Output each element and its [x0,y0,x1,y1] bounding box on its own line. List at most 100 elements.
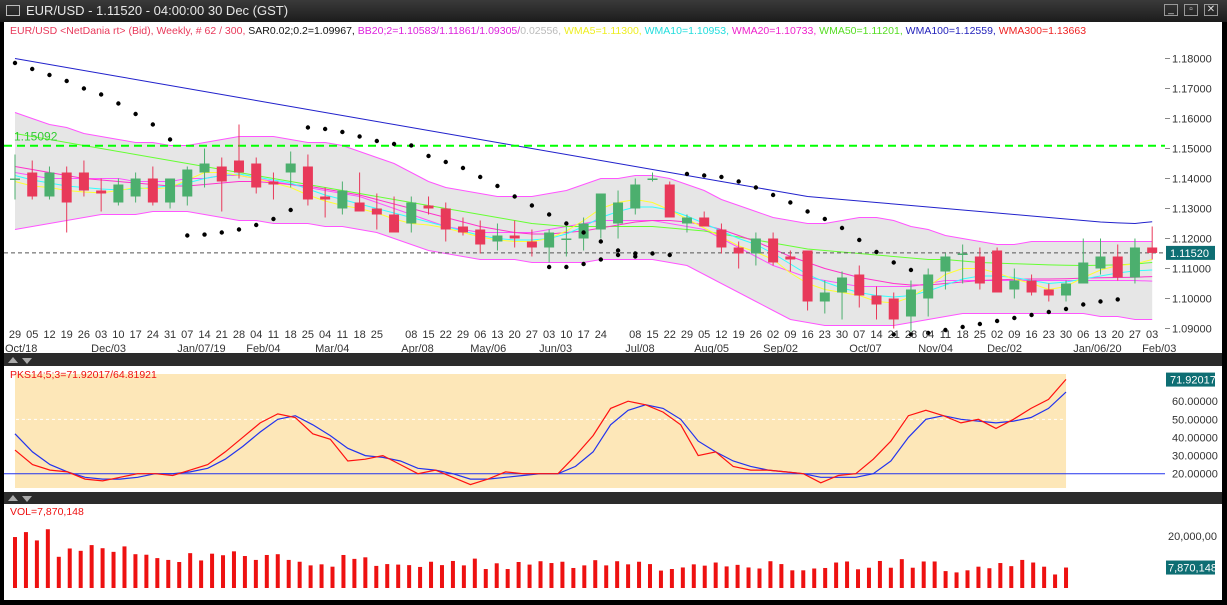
header-segment: BB20;2=1.10583/ [358,25,440,37]
sar-dot [98,92,104,97]
x-day-label: 11 [268,329,279,341]
x-month-label: May/06 [470,343,506,355]
candle-body [699,217,710,227]
candle-body [1061,283,1072,296]
sar-dot [736,179,741,184]
volume-bar [330,566,335,588]
candle-body [44,172,55,197]
volume-bar [626,564,631,588]
volume-bar [516,562,521,588]
x-day-label: 14 [870,329,882,341]
sar-dot [409,143,414,148]
volume-bar [429,561,434,588]
title-bar[interactable]: EUR/USD - 1.11520 - 04:00:00 30 Dec (GST… [0,0,1227,22]
collapse-up-icon[interactable] [8,357,18,363]
x-day-label: 06 [1077,329,1089,341]
restore-icon[interactable]: ▫ [1184,4,1198,16]
sar-dot [891,332,896,337]
volume-bar [56,556,61,588]
x-day-label: 23 [1043,329,1055,341]
close-icon[interactable]: ✕ [1204,4,1218,16]
sar-dot [81,86,87,91]
volume-bar [352,558,357,588]
volume-bar [1064,567,1069,588]
sar-dot [753,185,759,190]
candle-body [509,235,520,239]
sar-dot [667,252,672,258]
x-day-label: 21 [216,329,228,341]
sar-dot [150,122,156,127]
x-day-label: 11 [337,329,348,341]
volume-bar [67,548,72,588]
sar-dot [977,321,983,327]
sar-dot [1012,315,1017,321]
sar-dot [47,72,52,78]
sar-dot [598,239,604,244]
volume-bar [932,561,937,588]
volume-bar [845,561,850,588]
header-segment: 1.11861/1.09305/ [439,25,520,37]
volume-bar [199,560,204,588]
sar-dot [788,200,793,205]
sar-dot [271,216,276,222]
volume-bar [461,565,466,588]
sar-dot [254,222,259,228]
volume-bar [89,545,94,588]
volume-bar [1031,562,1036,588]
sar-dot [12,60,18,66]
candle-body [78,172,89,191]
volume-bar [637,561,642,588]
candle-body [10,178,20,180]
x-day-label: 05 [698,329,710,341]
sar-dot [495,183,500,189]
x-day-label: 03 [1146,329,1158,341]
volume-bar [133,554,138,588]
x-day-label: 07 [853,329,865,341]
x-month-label: Apr/08 [401,343,433,355]
sar-dot [1115,297,1120,302]
x-day-label: 14 [198,329,210,341]
candle-body [251,163,262,188]
volume-bar [363,557,368,588]
sar-dot [564,264,569,270]
panel-splitter[interactable] [4,492,1222,504]
sar-dot [340,129,345,135]
candle-body [526,241,537,248]
candle-body [457,226,468,233]
candle-body [630,184,641,209]
volume-bar [724,566,729,588]
sar-dot [236,227,242,232]
candle-body [785,256,796,260]
expand-down-icon[interactable] [22,496,32,502]
stoch-y-tick-label: 50.00000 [1172,414,1218,426]
x-day-label: 09 [1008,329,1020,341]
volume-bar [166,559,171,588]
sar-dot [719,174,724,180]
volume-bar [888,567,893,588]
candle-body [302,166,313,200]
sar-dot [684,171,690,177]
minimize-icon[interactable]: _ [1164,4,1178,16]
x-day-label: 04 [319,329,331,341]
x-month-label: Aug/05 [694,343,729,355]
x-day-label: 20 [1112,329,1124,341]
sar-dot [994,318,1000,324]
header-segment: WMA5=1.11300, [564,25,645,37]
collapse-up-icon[interactable] [8,495,18,501]
x-day-label: 12 [715,329,727,341]
x-day-label: 26 [750,329,762,341]
volume-bar [527,564,532,588]
x-day-label: 25 [302,329,314,341]
candle-body [199,163,210,173]
x-day-label: 27 [526,329,538,341]
candle-body [1129,247,1140,278]
panel-splitter[interactable] [4,353,1222,366]
x-month-label: Jun/03 [539,343,572,355]
expand-down-icon[interactable] [22,358,32,364]
volume-panel[interactable] [4,504,1222,600]
volume-bar [801,570,806,588]
candle-body [61,172,72,203]
volume-bar [242,556,247,588]
